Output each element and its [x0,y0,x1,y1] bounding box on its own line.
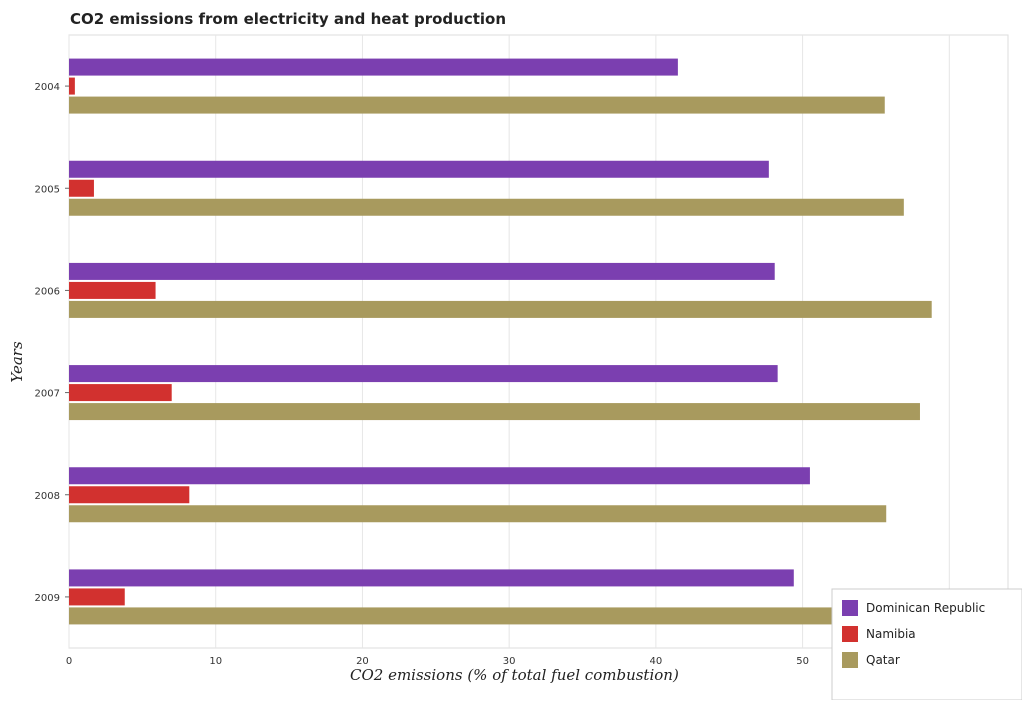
y-tick-label: 2004 [35,82,60,93]
bar-namibia-2004 [69,77,75,95]
bar-dominican-republic-2005 [69,160,769,178]
plot-area [68,34,1009,649]
y-tick-label: 2005 [35,184,60,195]
x-tick-label: 40 [650,656,663,667]
legend-swatch [842,626,858,642]
grid [68,35,950,648]
bar-dominican-republic-2004 [69,58,678,76]
bar-namibia-2006 [69,281,156,299]
bar-qatar-2007 [69,403,920,421]
x-axis-label: CO2 emissions (% of total fuel combustio… [350,666,679,684]
legend-label: Dominican Republic [866,601,985,615]
bar-qatar-2006 [69,300,932,318]
x-tick-label: 10 [209,656,222,667]
y-tick-label: 2007 [35,389,60,400]
bar-qatar-2005 [69,198,904,216]
chart-title: CO2 emissions from electricity and heat … [70,10,506,28]
legend-swatch [842,600,858,616]
legend-label: Namibia [866,627,916,641]
bar-qatar-2009 [69,607,887,625]
y-axis-label: Years [8,341,26,383]
bar-dominican-republic-2006 [69,262,775,280]
bar-namibia-2007 [69,384,172,402]
legend-box [831,588,1022,701]
legend-swatch [842,652,858,668]
y-tick-label: 2008 [35,491,60,502]
x-tick-label: 30 [503,656,516,667]
bar-dominican-republic-2008 [69,467,810,485]
bars [69,58,932,625]
bar-qatar-2004 [69,96,885,114]
y-axis-ticks: 2004 2005 2006 2007 2008 2009 [35,82,69,604]
x-tick-label: 50 [796,656,809,667]
bar-namibia-2008 [69,486,190,504]
bar-qatar-2008 [69,505,887,523]
bar-dominican-republic-2009 [69,569,794,587]
y-tick-label: 2006 [35,286,60,297]
bar-dominican-republic-2007 [69,365,778,383]
bar-namibia-2009 [69,588,125,606]
y-tick-label: 2009 [35,593,60,604]
x-tick-label: 20 [356,656,369,667]
legend-label: Qatar [866,653,900,667]
x-tick-label: 0 [66,656,72,667]
legend: Dominican Republic Namibia Qatar [831,588,1022,701]
bar-namibia-2005 [69,179,94,197]
